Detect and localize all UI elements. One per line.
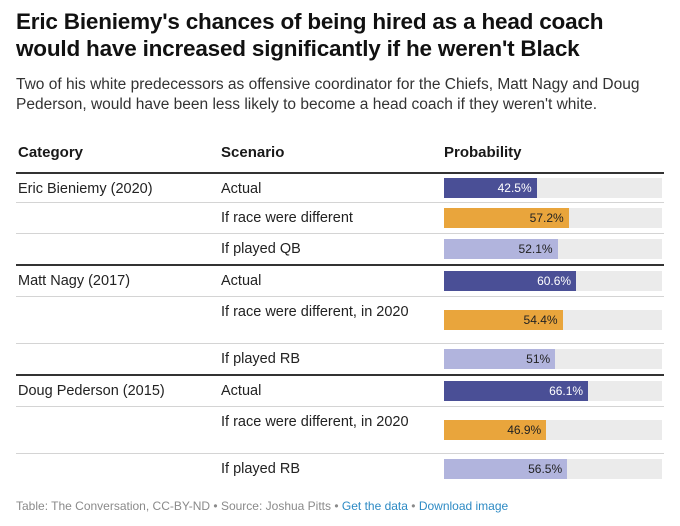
- probability-bar-track: 42.5%: [444, 178, 662, 198]
- column-header-category: Category: [18, 144, 84, 161]
- probability-bar-position: 52.1%: [444, 239, 558, 259]
- category-cell: Doug Pederson (2015): [18, 383, 165, 399]
- table-row: Eric Bieniemy (2020) Actual 42.5%: [16, 174, 664, 203]
- probability-bar-track: 51%: [444, 349, 662, 369]
- footer: Table: The Conversation, CC-BY-ND • Sour…: [16, 499, 508, 513]
- probability-value-label: 52.1%: [518, 242, 553, 256]
- probability-value-label: 51%: [526, 352, 551, 366]
- probability-bar-track: 57.2%: [444, 208, 662, 228]
- scenario-cell: If played QB: [221, 241, 301, 257]
- footer-separator: •: [407, 499, 419, 513]
- probability-value-label: 56.5%: [528, 462, 563, 476]
- table-row: Doug Pederson (2015) Actual 66.1%: [16, 376, 664, 407]
- scenario-cell: If played RB: [221, 461, 300, 477]
- scenario-cell: Actual: [221, 181, 262, 197]
- scenario-cell: If race were different, in 2020: [221, 304, 409, 320]
- chart-subtitle: Two of his white predecessors as offensi…: [16, 76, 640, 113]
- table-row: If race were different 57.2%: [16, 203, 664, 234]
- probability-value-label: 60.6%: [537, 274, 572, 288]
- get-data-link[interactable]: Get the data: [341, 499, 408, 513]
- probability-bar-actual: 60.6%: [444, 271, 577, 291]
- table-row: If played RB 56.5%: [16, 454, 664, 484]
- column-header-scenario: Scenario: [221, 144, 285, 161]
- probability-value-label: 54.4%: [523, 313, 558, 327]
- scenario-cell: If played RB: [221, 351, 300, 367]
- probability-bar-track: 60.6%: [444, 271, 662, 291]
- probability-bar-track: 52.1%: [444, 239, 662, 259]
- table-row: If race were different, in 2020 46.9%: [16, 407, 664, 454]
- probability-bar-race: 57.2%: [444, 208, 569, 228]
- column-header-probability: Probability: [444, 144, 522, 161]
- probability-bar-track: 56.5%: [444, 459, 662, 479]
- category-cell: Matt Nagy (2017): [18, 273, 131, 289]
- probability-bar-race: 54.4%: [444, 310, 563, 330]
- table-header: Category Scenario Probability: [16, 142, 664, 174]
- scenario-cell: If race were different: [221, 210, 353, 226]
- scenario-cell: If race were different, in 2020: [221, 414, 409, 430]
- probability-value-label: 46.9%: [507, 423, 542, 437]
- table-row: Matt Nagy (2017) Actual 60.6%: [16, 266, 664, 297]
- probability-bar-race: 46.9%: [444, 420, 547, 440]
- probability-bar-track: 46.9%: [444, 420, 662, 440]
- probability-bar-position: 56.5%: [444, 459, 568, 479]
- table-row: If played RB 51%: [16, 344, 664, 376]
- probability-bar-track: 66.1%: [444, 381, 662, 401]
- scenario-cell: Actual: [221, 383, 262, 399]
- scenario-cell: Actual: [221, 273, 262, 289]
- probability-value-label: 57.2%: [529, 211, 564, 225]
- download-image-link[interactable]: Download image: [418, 499, 509, 513]
- category-cell: Eric Bieniemy (2020): [18, 181, 153, 197]
- probability-value-label: 66.1%: [549, 384, 584, 398]
- probability-bar-track: 54.4%: [444, 310, 662, 330]
- probability-bar-position: 51%: [444, 349, 556, 369]
- table-body: Eric Bieniemy (2020) Actual 42.5% If race w…: [16, 174, 664, 484]
- probability-value-label: 42.5%: [497, 181, 532, 195]
- table-row: If race were different, in 2020 54.4%: [16, 297, 664, 344]
- footer-source: Table: The Conversation, CC-BY-ND • Sour…: [16, 499, 342, 513]
- probability-bar-actual: 66.1%: [444, 381, 589, 401]
- table-row: If played QB 52.1%: [16, 234, 664, 266]
- chart-title: Eric Bieniemy's chances of being hired a…: [16, 9, 604, 61]
- probability-bar-actual: 42.5%: [444, 178, 537, 198]
